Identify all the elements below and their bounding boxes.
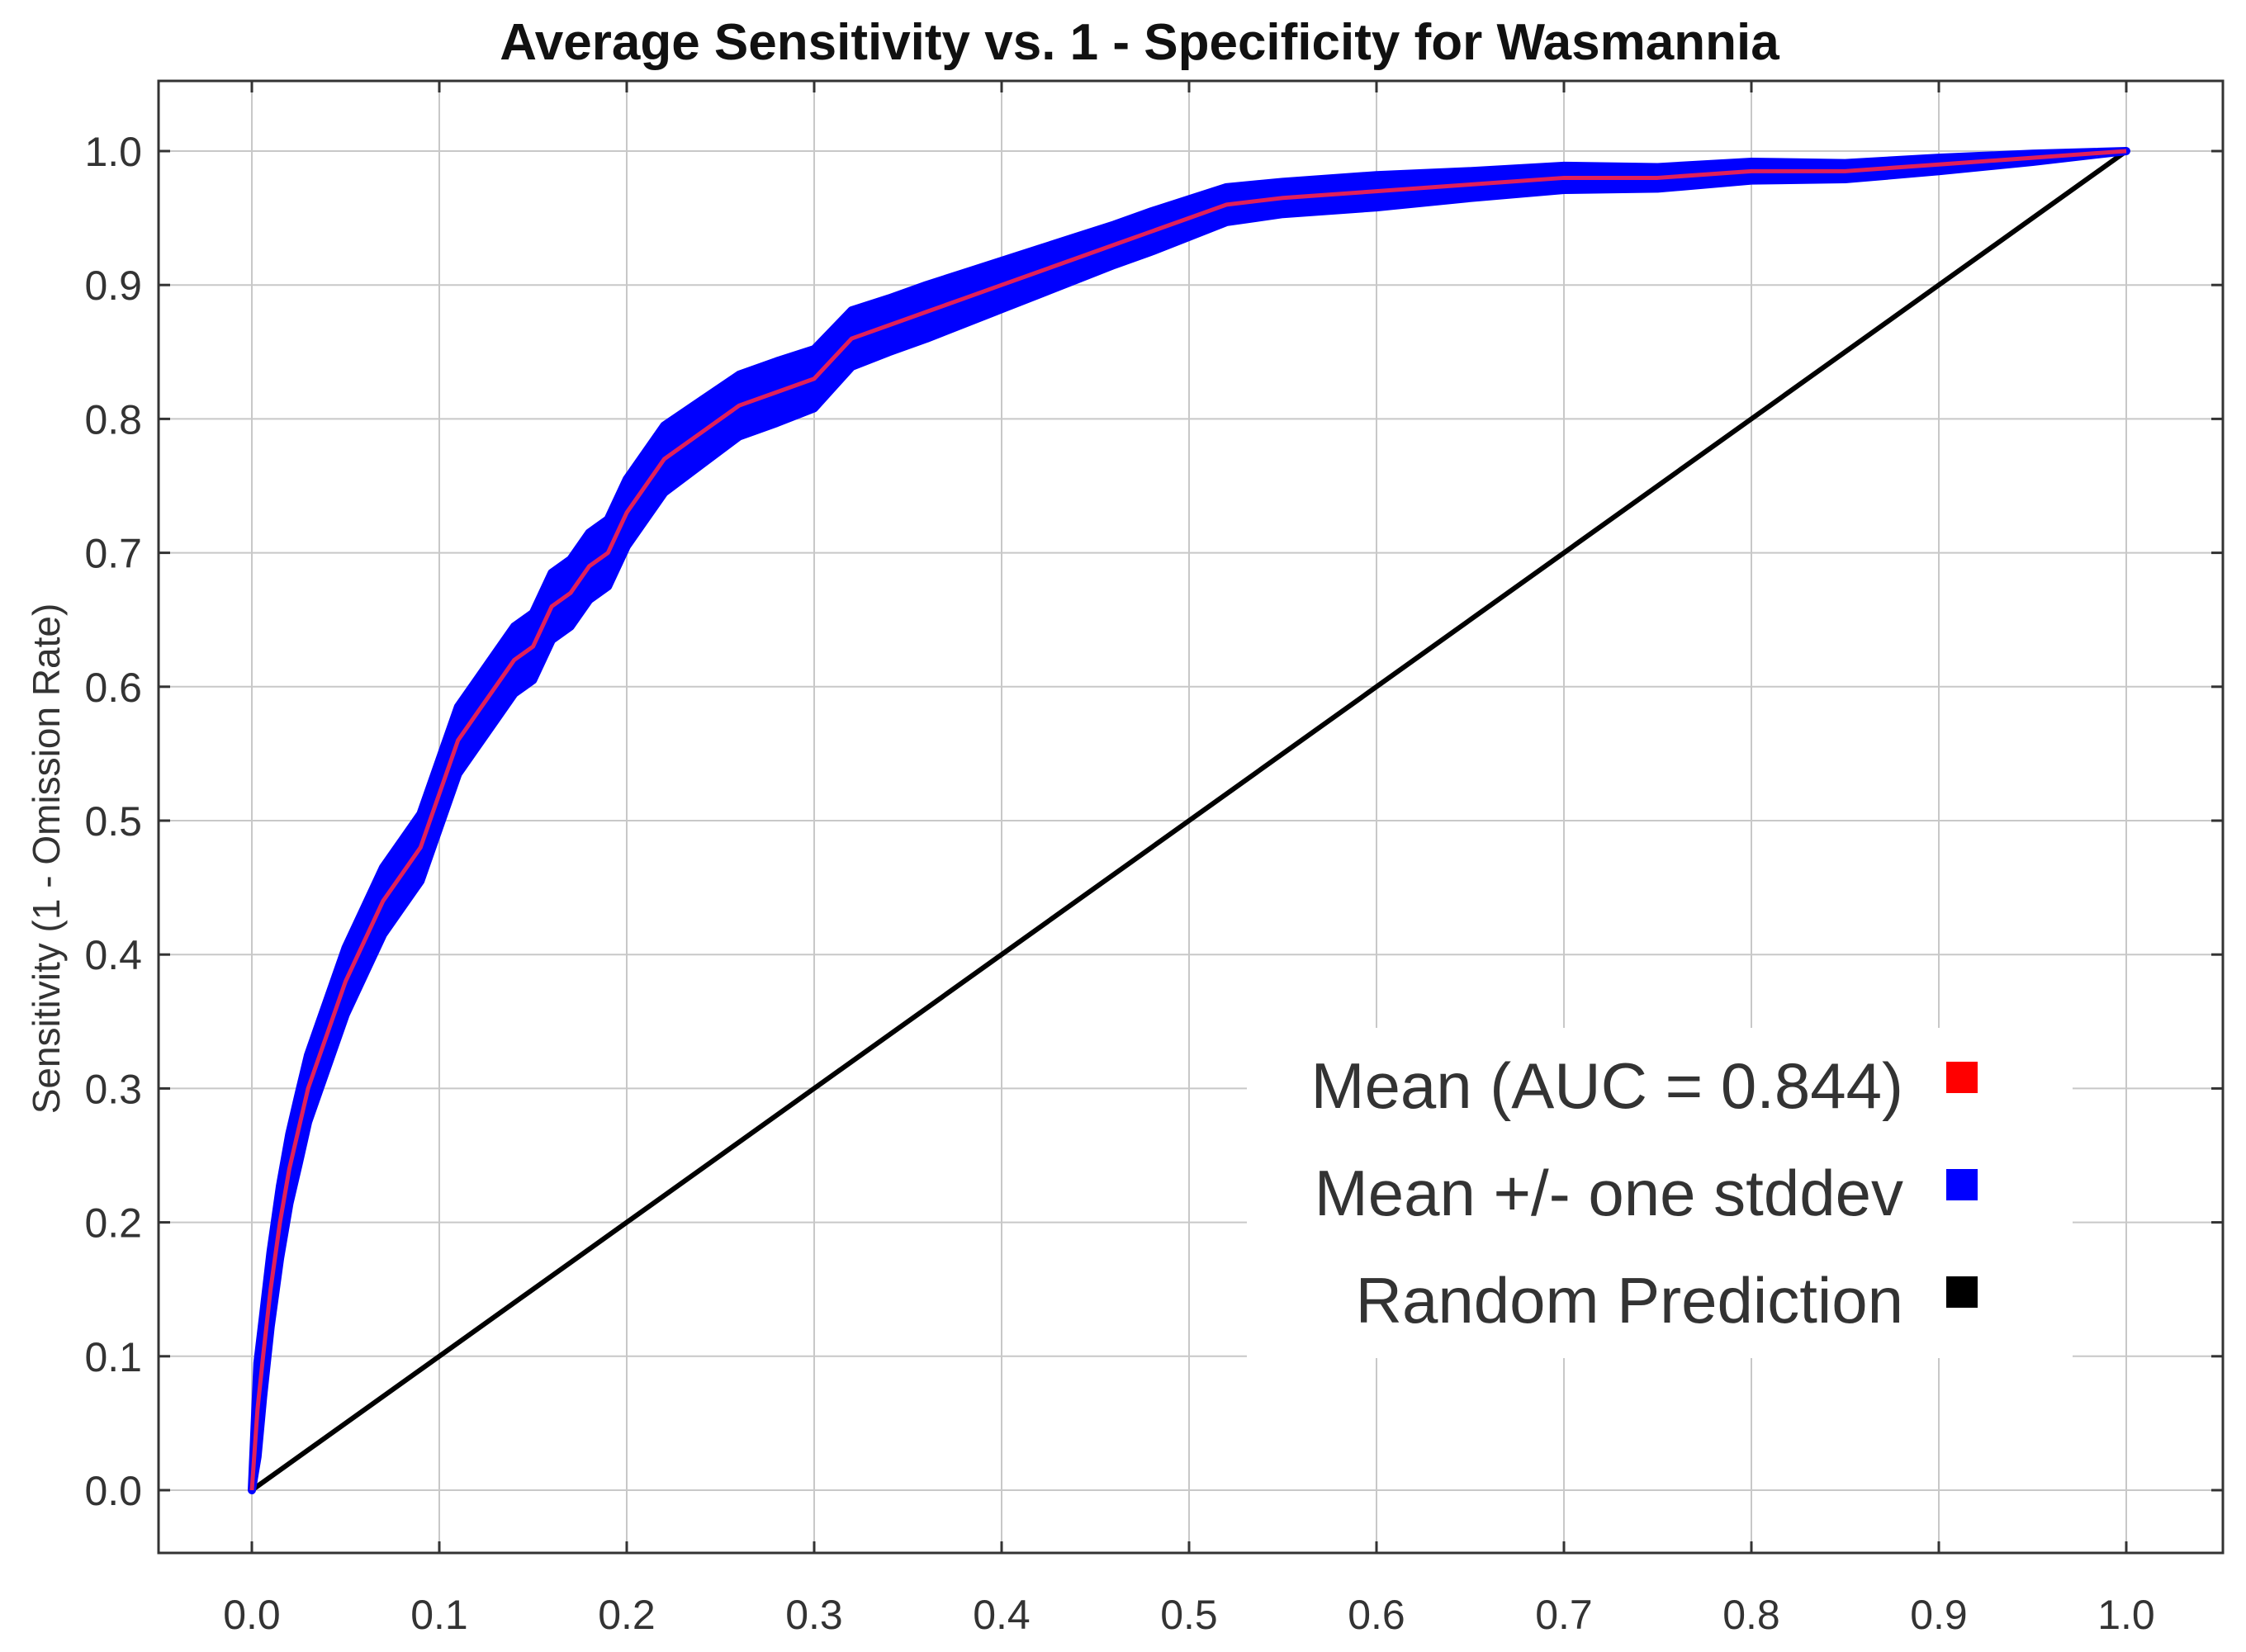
legend-swatch <box>1946 1062 1978 1093</box>
y-tick-label: 0.6 <box>84 665 142 711</box>
y-tick-label: 0.1 <box>84 1334 142 1380</box>
y-tick-label: 1.0 <box>84 129 142 175</box>
x-tick-label: 0.9 <box>1910 1592 1968 1638</box>
x-tick-label: 0.5 <box>1160 1592 1218 1638</box>
x-tick-label: 0.7 <box>1535 1592 1593 1638</box>
x-tick-label: 1.0 <box>2097 1592 2155 1638</box>
legend-label: Random Prediction <box>1356 1264 1903 1337</box>
legend-swatch <box>1946 1276 1978 1308</box>
x-tick-label: 0.2 <box>598 1592 656 1638</box>
y-tick-label: 0.5 <box>84 798 142 845</box>
x-tick-label: 0.8 <box>1722 1592 1780 1638</box>
legend-background <box>1247 1028 2073 1358</box>
y-tick-label: 0.0 <box>84 1468 142 1514</box>
y-axis-ticks: 0.0 0.1 0.2 0.3 0.4 0.5 0.6 0.7 0.8 0.9 1.0 <box>84 129 2223 1514</box>
x-tick-label: 0.4 <box>973 1592 1031 1638</box>
x-tick-label: 0.1 <box>410 1592 468 1638</box>
x-tick-label: 0.3 <box>785 1592 843 1638</box>
y-tick-label: 0.9 <box>84 263 142 309</box>
random-prediction-line <box>250 149 2128 1493</box>
y-tick-label: 0.7 <box>84 531 142 577</box>
mean-roc-line <box>249 149 2127 1491</box>
y-tick-label: 0.2 <box>84 1200 142 1247</box>
legend: Mean (AUC = 0.844) Mean +/- one stddev Ran… <box>1247 1028 2073 1358</box>
legend-label: Mean +/- one stddev <box>1315 1157 1903 1229</box>
chart-title: Average Sensitivity vs. 1 - Specificity … <box>500 14 1779 71</box>
y-tick-label: 0.8 <box>84 396 142 443</box>
series <box>248 147 2130 1494</box>
legend-label: Mean (AUC = 0.844) <box>1310 1049 1903 1122</box>
y-tick-label: 0.4 <box>84 932 142 978</box>
x-axis-ticks: 0.0 0.1 0.2 0.3 0.4 0.5 0.6 0.7 0.8 0.9 1.0 <box>223 81 2155 1638</box>
x-tick-label: 0.6 <box>1348 1592 1405 1638</box>
legend-swatch <box>1946 1169 1978 1200</box>
y-tick-label: 0.3 <box>84 1066 142 1112</box>
y-axis-label: Sensitivity (1 - Omission Rate) <box>25 604 68 1115</box>
x-tick-label: 0.0 <box>223 1592 281 1638</box>
